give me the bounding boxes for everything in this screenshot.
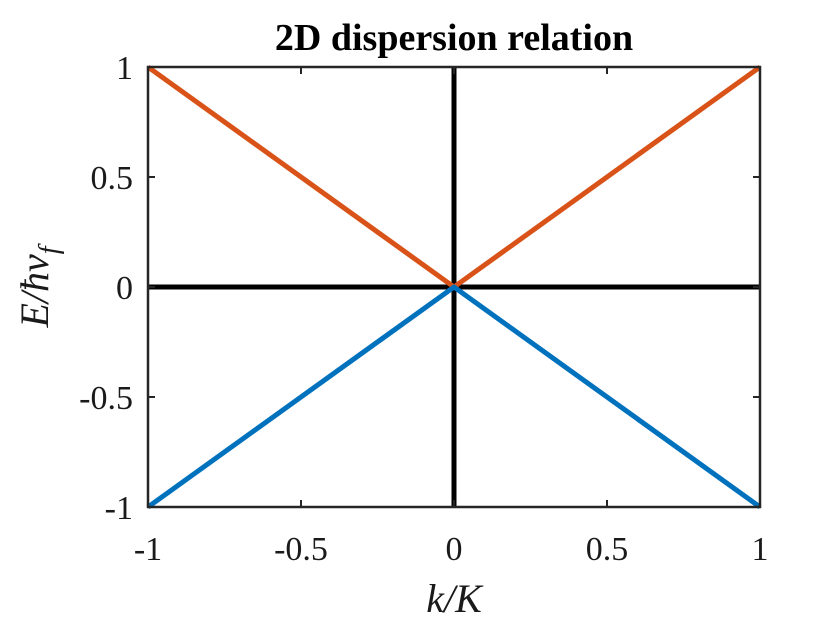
y-tick-label: 0 (116, 270, 133, 307)
x-axis-label: k/K (426, 576, 484, 621)
y-axis-label: E/ħvf (12, 243, 65, 328)
x-tick-label: 0.5 (586, 531, 629, 568)
x-tick-label: -1 (134, 531, 162, 568)
x-tick-label: 1 (752, 531, 769, 568)
x-tick-labels: -1 -0.5 0 0.5 1 (134, 531, 769, 568)
y-tick-label: -1 (105, 490, 133, 527)
y-axis-label-subscript: f (34, 243, 65, 254)
y-tick-label: -0.5 (79, 380, 133, 417)
x-tick-label: -0.5 (274, 531, 328, 568)
y-tick-label: 0.5 (91, 160, 134, 197)
y-tick-label: 1 (116, 50, 133, 87)
x-tick-label: 0 (446, 531, 463, 568)
y-axis-label-main: E/ħv (12, 254, 57, 329)
chart-title: 2D dispersion relation (275, 17, 633, 59)
y-tick-labels: -1 -0.5 0 0.5 1 (79, 50, 133, 527)
